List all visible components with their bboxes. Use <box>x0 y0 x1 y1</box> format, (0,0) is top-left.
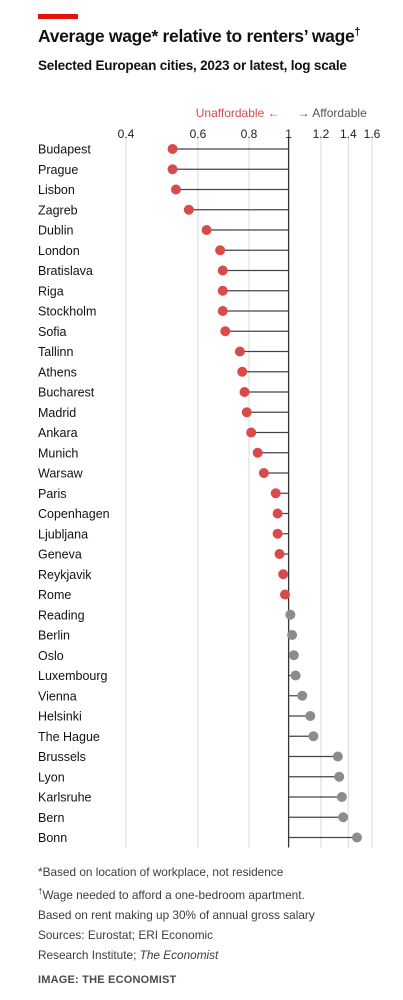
city-label: Madrid <box>38 406 76 420</box>
data-point <box>167 144 178 154</box>
city-label: Budapest <box>38 143 91 157</box>
city-label: Athens <box>38 365 77 379</box>
direction-label-affordable: → Affordable <box>298 106 367 120</box>
data-point <box>239 387 250 397</box>
data-point <box>334 771 345 782</box>
data-point <box>274 549 285 559</box>
city-label: Vienna <box>38 689 77 703</box>
data-point <box>252 447 263 458</box>
data-point <box>183 204 194 215</box>
data-point <box>217 285 228 296</box>
data-point <box>241 407 252 418</box>
data-point <box>272 528 283 539</box>
data-point <box>338 812 349 823</box>
data-point <box>220 326 231 337</box>
city-label: Reykjavik <box>38 568 92 582</box>
city-label: Ljubljana <box>38 527 88 541</box>
x-tick-label: 0.6 <box>190 127 207 141</box>
city-label: Warsaw <box>38 467 84 481</box>
x-tick-label: 1.2 <box>313 127 330 141</box>
data-point <box>201 225 212 235</box>
data-point <box>272 508 283 519</box>
data-point <box>288 650 299 661</box>
data-point <box>290 670 301 681</box>
city-label: Reading <box>38 608 85 622</box>
data-point <box>305 711 316 721</box>
city-label: Bonn <box>38 831 67 845</box>
data-point <box>217 306 228 316</box>
economist-red-tag <box>38 14 78 19</box>
chart-title: Average wage* relative to renters’ wage† <box>38 26 361 46</box>
city-label: Geneva <box>38 548 82 562</box>
data-point <box>167 164 178 175</box>
data-point <box>332 751 343 762</box>
city-label: Copenhagen <box>38 507 110 521</box>
city-label: Munich <box>38 446 78 460</box>
city-label: London <box>38 244 80 258</box>
dagger-mark: † <box>354 26 361 39</box>
data-point <box>308 731 319 742</box>
city-label: Brussels <box>38 750 86 764</box>
data-point <box>258 468 269 478</box>
data-point <box>287 630 298 640</box>
footnotes: *Based on location of workplace, not res… <box>38 862 398 965</box>
city-label: Dublin <box>38 224 73 238</box>
footnote-3: Based on rent making up 30% of annual gr… <box>38 907 315 922</box>
data-point <box>285 609 296 620</box>
data-point <box>297 690 308 701</box>
direction-label-unaffordable: Unaffordable ← <box>196 106 280 120</box>
data-point <box>280 589 291 600</box>
city-label: Bucharest <box>38 386 95 400</box>
footnote-2: †Wage needed to afford a one-bedroom apa… <box>38 887 305 902</box>
city-label: The Hague <box>38 730 100 744</box>
city-label: Bratislava <box>38 264 93 278</box>
x-tick-label: 0.8 <box>241 127 258 141</box>
data-point <box>336 792 347 802</box>
city-label: Stockholm <box>38 305 96 319</box>
city-label: Prague <box>38 163 78 177</box>
data-point <box>278 569 289 580</box>
chart-subtitle: Selected European cities, 2023 or latest… <box>38 58 347 73</box>
data-point <box>246 427 257 438</box>
data-point <box>234 346 245 357</box>
x-tick-label: 1 <box>285 127 292 141</box>
data-point <box>270 488 281 499</box>
city-label: Ankara <box>38 426 78 440</box>
city-label: Oslo <box>38 649 64 663</box>
city-label: Lyon <box>38 770 65 784</box>
city-label: Paris <box>38 487 66 501</box>
city-label: Tallinn <box>38 345 73 359</box>
x-tick-label: 0.4 <box>118 127 135 141</box>
data-point <box>351 832 362 843</box>
city-label: Riga <box>38 284 64 298</box>
data-point <box>237 366 248 377</box>
city-label: Rome <box>38 588 71 602</box>
data-point <box>170 184 181 195</box>
city-label: Luxembourg <box>38 669 108 683</box>
city-label: Sofia <box>38 325 67 339</box>
city-label: Karlsruhe <box>38 791 92 805</box>
lollipop-chart: Unaffordable ← → Affordable 0.4 0.6 0.8 1 1.2 1… <box>38 106 381 848</box>
city-label: Berlin <box>38 629 70 643</box>
data-point <box>217 265 228 276</box>
footnote-1: *Based on location of workplace, not res… <box>38 865 284 879</box>
sources-line: Sources: Eurostat; ERI Economic <box>38 927 214 942</box>
city-label: Helsinki <box>38 710 82 724</box>
data-point <box>215 245 226 256</box>
x-tick-label: 1.4 <box>340 127 357 141</box>
city-label: Lisbon <box>38 183 75 197</box>
x-tick-label: 1.6 <box>364 127 381 141</box>
image-credit: IMAGE: THE ECONOMIST <box>38 974 177 986</box>
city-label: Bern <box>38 811 64 825</box>
city-label: Zagreb <box>38 203 78 217</box>
sources-line-2: Research Institute; The Economist <box>38 947 219 962</box>
